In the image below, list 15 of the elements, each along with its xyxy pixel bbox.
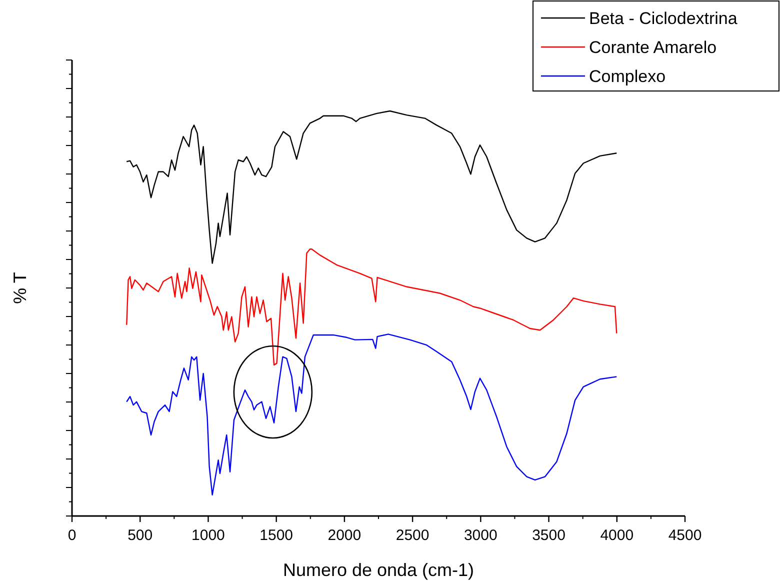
x-tick-label: 3500 xyxy=(532,527,566,544)
x-tick-label: 4500 xyxy=(668,527,702,544)
legend-label: Beta - Ciclodextrina xyxy=(589,9,738,28)
y-axis-title: % T xyxy=(10,272,30,304)
x-tick-label: 0 xyxy=(68,527,76,544)
legend-label: Corante Amarelo xyxy=(589,38,717,57)
x-tick-label: 1000 xyxy=(192,527,225,544)
x-axis-title: Numero de onda (cm-1) xyxy=(282,560,474,580)
x-tick-label: 4000 xyxy=(600,527,634,544)
x-tick-label: 2000 xyxy=(328,527,362,544)
x-tick-label: 1500 xyxy=(260,527,294,544)
x-tick-label: 2500 xyxy=(396,527,430,544)
legend-label: Complexo xyxy=(589,67,666,86)
x-tick-label: 3000 xyxy=(464,527,498,544)
x-tick-label: 500 xyxy=(128,527,153,544)
